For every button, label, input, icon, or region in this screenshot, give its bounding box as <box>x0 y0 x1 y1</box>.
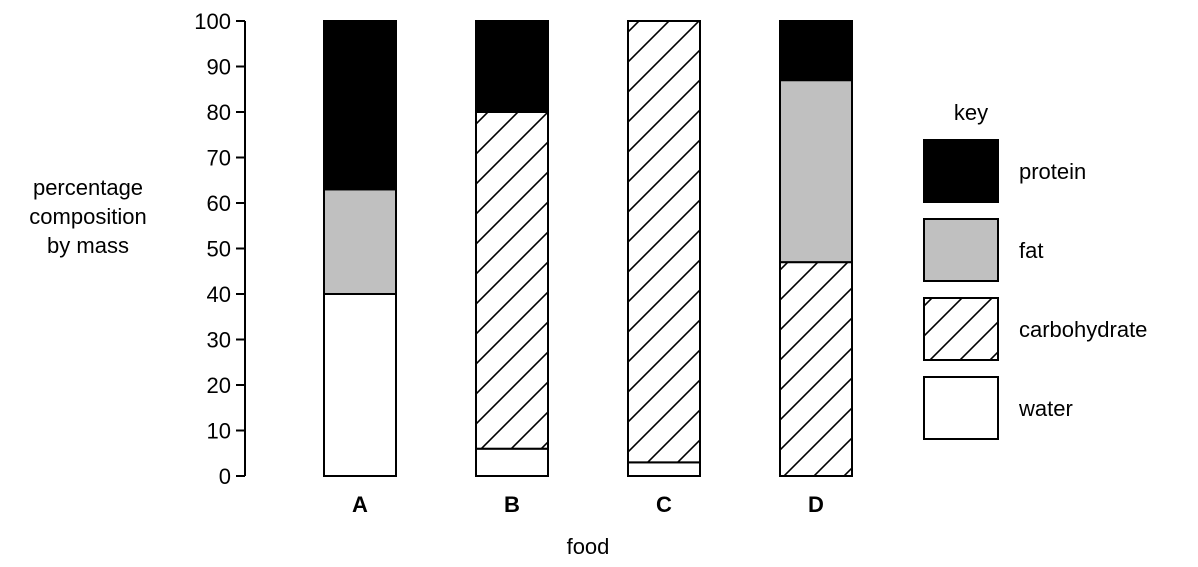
bar-segment-c-carbohydrate <box>627 20 701 464</box>
bar-segment-c-water <box>627 461 701 478</box>
y-tick-label: 30 <box>207 328 231 353</box>
y-tick-label: 50 <box>207 237 231 262</box>
y-tick-label: 80 <box>207 100 231 125</box>
y-axis-title-line-1: percentage <box>33 175 143 200</box>
y-tick-label: 60 <box>207 191 231 216</box>
legend-title: key <box>954 100 988 125</box>
y-tick-label: 10 <box>207 419 231 444</box>
y-axis-title-line-2: composition <box>29 204 146 229</box>
x-tick-label-a: A <box>352 492 368 517</box>
legend-swatch-protein <box>923 139 999 203</box>
bar-segment-d-protein <box>779 20 853 82</box>
legend-label-protein: protein <box>1019 159 1086 184</box>
y-tick-label: 70 <box>207 146 231 171</box>
x-axis-labels: A B C D <box>352 492 824 517</box>
bar-segment-a-protein <box>323 20 397 191</box>
x-tick-label-d: D <box>808 492 824 517</box>
y-tick-label: 0 <box>219 464 231 489</box>
bar-segment-a-water <box>323 293 397 477</box>
bar-segment-b-water <box>475 447 549 478</box>
bar-segment-b-carbohydrate <box>475 111 549 450</box>
bars <box>323 20 853 478</box>
legend: key protein fat carbohydrate water <box>923 100 1147 440</box>
legend-swatch-water <box>923 376 999 440</box>
y-tick-label: 20 <box>207 373 231 398</box>
x-tick-label-c: C <box>656 492 672 517</box>
x-tick-label-b: B <box>504 492 520 517</box>
legend-label-fat: fat <box>1019 238 1043 263</box>
y-axis: 0 10 20 30 40 50 60 70 80 90 100 <box>194 9 246 489</box>
y-axis-title: percentage composition by mass <box>29 175 146 258</box>
legend-swatch-carbohydrate <box>923 297 999 361</box>
legend-swatch-fat <box>923 218 999 282</box>
legend-label-carbohydrate: carbohydrate <box>1019 317 1147 342</box>
y-axis-title-line-3: by mass <box>47 233 129 258</box>
y-tick-label: 90 <box>207 55 231 80</box>
bar-segment-a-fat <box>323 188 397 296</box>
bar-segment-b-protein <box>475 20 549 113</box>
y-tick-label: 40 <box>207 282 231 307</box>
bar-segment-d-fat <box>779 79 853 264</box>
legend-label-water: water <box>1018 396 1073 421</box>
y-tick-label: 100 <box>194 9 231 34</box>
x-axis-title: food <box>567 534 610 559</box>
bar-segment-d-carbohydrate <box>779 261 853 477</box>
